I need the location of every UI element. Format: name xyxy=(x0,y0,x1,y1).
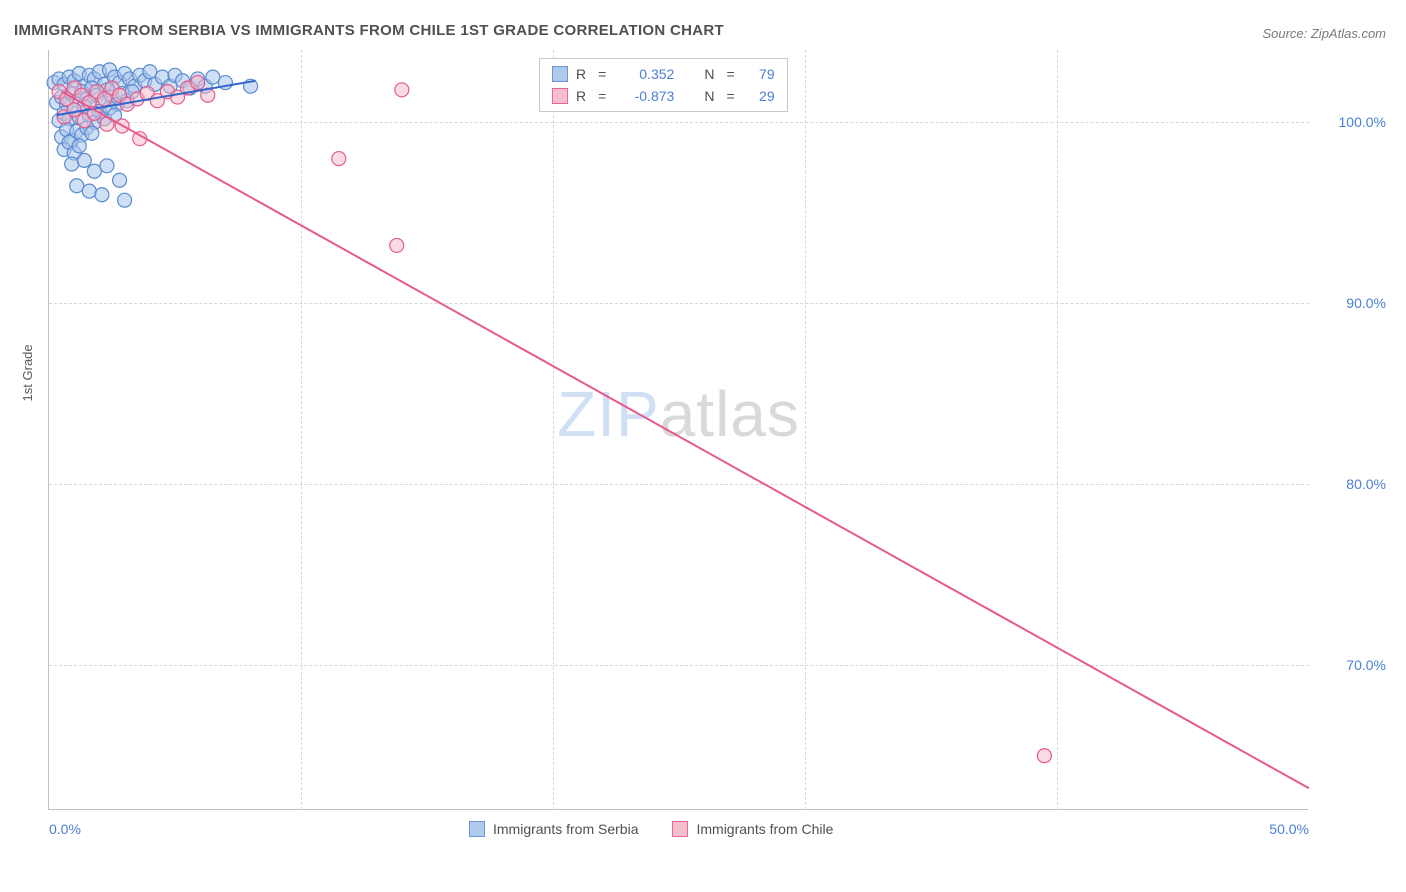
data-point xyxy=(95,188,109,202)
equals-sign: = xyxy=(594,88,610,104)
data-point xyxy=(85,126,99,140)
source-citation: Source: ZipAtlas.com xyxy=(1262,26,1386,41)
y-tick: 100.0% xyxy=(1339,114,1386,130)
correlation-legend: R = 0.352 N = 79 R = -0.873 N = 29 xyxy=(539,58,788,112)
legend-label-serbia: Immigrants from Serbia xyxy=(493,821,638,837)
data-point xyxy=(82,184,96,198)
y-tick: 90.0% xyxy=(1346,295,1386,311)
swatch-chile xyxy=(552,88,568,104)
r-value-chile: -0.873 xyxy=(618,88,674,104)
data-point xyxy=(332,152,346,166)
data-point xyxy=(191,76,205,90)
equals-sign: = xyxy=(594,66,610,82)
data-point xyxy=(100,159,114,173)
scatter-plot-svg xyxy=(49,50,1309,810)
data-point xyxy=(77,153,91,167)
data-point xyxy=(70,179,84,193)
legend-item-serbia: Immigrants from Serbia xyxy=(469,821,638,837)
chart-container: 1st Grade ZIPatlas R = 0.352 N = 79 R = … xyxy=(48,50,1388,830)
data-point xyxy=(118,193,132,207)
data-point xyxy=(65,157,79,171)
r-label: R xyxy=(576,88,586,104)
legend-row-serbia: R = 0.352 N = 79 xyxy=(552,63,775,85)
data-point xyxy=(143,65,157,79)
data-point xyxy=(390,238,404,252)
legend-label-chile: Immigrants from Chile xyxy=(696,821,833,837)
r-label: R xyxy=(576,66,586,82)
equals-sign: = xyxy=(722,66,738,82)
y-tick: 80.0% xyxy=(1346,476,1386,492)
x-tick: 50.0% xyxy=(1269,821,1309,837)
swatch-serbia xyxy=(552,66,568,82)
n-label: N xyxy=(704,66,714,82)
swatch-chile xyxy=(672,821,688,837)
chart-title: IMMIGRANTS FROM SERBIA VS IMMIGRANTS FRO… xyxy=(14,22,724,39)
n-value-chile: 29 xyxy=(747,88,775,104)
equals-sign: = xyxy=(722,88,738,104)
n-label: N xyxy=(704,88,714,104)
y-tick: 70.0% xyxy=(1346,657,1386,673)
legend-row-chile: R = -0.873 N = 29 xyxy=(552,85,775,107)
x-tick: 0.0% xyxy=(49,821,81,837)
series-legend: Immigrants from Serbia Immigrants from C… xyxy=(469,821,833,837)
trend-line xyxy=(62,92,1309,789)
data-point xyxy=(113,173,127,187)
data-point xyxy=(395,83,409,97)
data-point xyxy=(87,164,101,178)
legend-item-chile: Immigrants from Chile xyxy=(672,821,833,837)
y-axis-label: 1st Grade xyxy=(20,344,35,401)
data-point xyxy=(1037,749,1051,763)
data-point xyxy=(72,139,86,153)
r-value-serbia: 0.352 xyxy=(618,66,674,82)
n-value-serbia: 79 xyxy=(747,66,775,82)
data-point xyxy=(67,103,81,117)
data-point xyxy=(206,70,220,84)
plot-area: ZIPatlas R = 0.352 N = 79 R = -0.873 N xyxy=(48,50,1308,810)
swatch-serbia xyxy=(469,821,485,837)
